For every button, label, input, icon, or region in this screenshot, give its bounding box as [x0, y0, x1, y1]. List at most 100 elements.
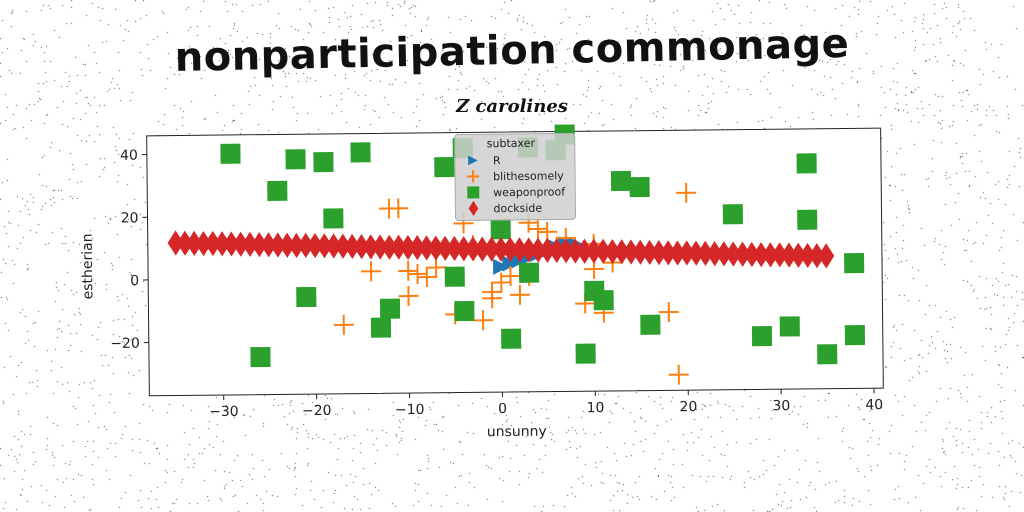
dockside-point: [650, 240, 668, 266]
dockside-point: [530, 237, 547, 263]
x-tick-label: 20: [679, 399, 697, 415]
dockside-point: [576, 238, 593, 264]
dockside-point: [381, 234, 398, 260]
dockside-point: [687, 240, 705, 266]
y-tick-label: 0: [130, 273, 139, 289]
blithesomely-point: [668, 364, 689, 385]
dockside-point: [455, 236, 472, 262]
x-tick-label: −20: [302, 403, 332, 419]
dockside-point: [678, 240, 695, 266]
x-tick-label: −10: [395, 402, 425, 418]
dockside-point: [176, 230, 194, 256]
dockside-point: [167, 230, 184, 256]
weaponproof-point: [490, 219, 511, 240]
dockside-point: [725, 241, 742, 267]
weaponproof-point: [844, 253, 865, 274]
blithesomely-point: [388, 198, 409, 219]
dockside-point: [269, 232, 286, 258]
dockside-point: [762, 242, 779, 268]
weaponproof-point: [640, 314, 661, 335]
weaponproof-point: [610, 170, 632, 192]
legend-title: subtaxer: [487, 137, 536, 151]
x-tick-label: −30: [209, 404, 239, 420]
weaponproof-point: [797, 209, 818, 230]
dockside-point: [660, 240, 677, 266]
legend-marker-R: [468, 155, 478, 166]
weaponproof-point: [434, 157, 455, 178]
dockside-point: [474, 236, 491, 262]
legend-box: [454, 132, 577, 222]
weaponproof-point: [501, 328, 522, 349]
y-tick-label: −20: [110, 336, 140, 352]
dockside-point: [604, 238, 621, 265]
dockside-point: [808, 243, 826, 269]
dockside-point: [204, 230, 221, 257]
weaponproof-point: [250, 346, 271, 368]
dockside-point: [641, 239, 658, 266]
dockside-point: [622, 239, 640, 265]
weaponproof-point: [296, 286, 317, 308]
dockside-point: [818, 243, 835, 269]
chart-subtitle: Z carolines: [456, 96, 568, 117]
blithesomely-point: [407, 263, 428, 284]
dockside-point: [567, 238, 584, 264]
legend-label: weaponproof: [493, 185, 566, 199]
dockside-point: [734, 241, 751, 267]
dockside-point: [251, 231, 268, 258]
legend-label: dockside: [493, 202, 542, 216]
blithesomely-point: [482, 281, 503, 302]
dockside-point: [214, 231, 231, 257]
dockside-point: [780, 242, 798, 268]
weaponproof-point: [593, 290, 614, 311]
weaponproof-point: [285, 149, 306, 170]
dockside-point: [334, 233, 352, 259]
dockside-point: [446, 235, 463, 262]
weaponproof-point: [350, 142, 371, 163]
weaponproof-point: [370, 317, 392, 338]
blithesomely-point: [416, 266, 437, 287]
chart-axes: −30 −20 −10 0 10 20 30 40 −20 0 20 40: [110, 148, 883, 420]
dockside-point: [539, 237, 556, 263]
x-tick-label: 30: [772, 398, 790, 414]
dockside-point: [753, 242, 770, 268]
weaponproof-point: [323, 208, 344, 229]
weaponproof-point: [220, 143, 241, 164]
dockside-point: [186, 230, 203, 256]
dockside-point: [344, 233, 361, 260]
dockside-point: [585, 238, 602, 264]
dockside-point: [372, 234, 389, 260]
dockside-point: [548, 237, 565, 264]
dockside-point: [316, 233, 333, 259]
dockside-point: [520, 237, 537, 263]
weaponproof-point: [518, 262, 540, 283]
dockside-point: [260, 232, 277, 258]
R-point: [502, 255, 519, 272]
x-tick-label: 10: [587, 400, 605, 416]
dockside-point: [437, 235, 454, 261]
dockside-point: [632, 239, 649, 265]
weaponproof-point: [575, 343, 596, 364]
blithesomely-point: [398, 260, 419, 281]
weaponproof-point: [796, 153, 817, 174]
weaponproof-point: [844, 325, 866, 346]
y-axis-label: estherian: [80, 233, 97, 299]
blithesomely-point: [398, 285, 419, 306]
blithesomely-point: [500, 266, 521, 287]
dockside-point: [279, 232, 296, 258]
dockside-point: [232, 231, 249, 257]
dockside-point: [697, 240, 714, 266]
dockside-point: [195, 231, 212, 257]
dockside-point: [464, 236, 482, 262]
blithesomely-point: [658, 302, 679, 323]
legend-marker-dockside: [468, 200, 479, 216]
dockside-point: [492, 236, 510, 262]
weaponproof-point: [722, 204, 743, 225]
dockside-point: [427, 235, 444, 261]
R-point: [493, 258, 510, 275]
weaponproof-point: [629, 176, 650, 198]
dockside-point: [557, 238, 575, 264]
legend-label: blithesomely: [493, 169, 564, 183]
blithesomely-point: [676, 182, 697, 203]
weaponproof-point: [779, 316, 800, 337]
